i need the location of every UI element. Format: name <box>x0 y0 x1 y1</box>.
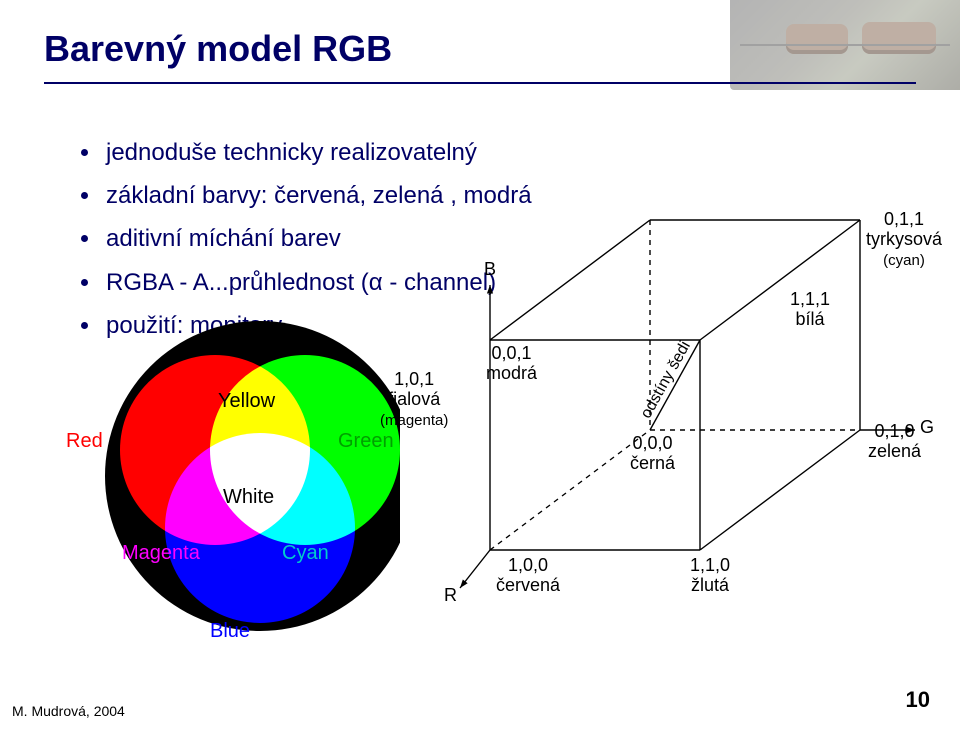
vertex-label-cyan: 0,1,1tyrkysová(cyan) <box>866 210 942 269</box>
venn-label-yellow: Yellow <box>218 390 275 413</box>
venn-label-white: White <box>223 486 274 509</box>
venn-label-cyan: Cyan <box>282 542 329 565</box>
page-title: Barevný model RGB <box>44 28 392 70</box>
vertex-label-green: 0,1,0zelená <box>868 422 921 462</box>
page-number: 10 <box>906 687 930 713</box>
axis-label-r: R <box>444 586 457 606</box>
svg-text:odstíny šedi: odstíny šedi <box>638 338 694 421</box>
footer-author: M. Mudrová, 2004 <box>12 703 125 719</box>
header-thumbnail <box>730 0 960 90</box>
title-rule <box>44 82 916 84</box>
bullet-list: jednoduše technicky realizovatelný zákla… <box>44 134 532 350</box>
vertex-label-magenta: 1,0,1fialová(magenta) <box>380 370 448 429</box>
venn-diagram: Red Green Blue Yellow White Magenta Cyan <box>60 320 400 640</box>
rgb-cube: odstíny šedi B G R 0,0,1modrá 0,1,1tyrky… <box>460 170 930 600</box>
venn-circle-blue <box>165 433 355 623</box>
vertex-label-blue: 0,0,1modrá <box>486 344 537 384</box>
venn-label-red: Red <box>66 430 103 453</box>
bullet: jednoduše technicky realizovatelný <box>102 134 532 171</box>
vertex-label-yellow: 1,1,0žlutá <box>690 556 730 596</box>
axis-label-g: G <box>920 418 934 438</box>
vertex-label-red: 1,0,0červená <box>496 556 560 596</box>
vertex-label-black: 0,0,0černá <box>630 434 675 474</box>
venn-label-green: Green <box>338 430 394 453</box>
venn-label-magenta: Magenta <box>122 542 200 565</box>
vertex-label-white: 1,1,1bílá <box>790 290 830 330</box>
axis-label-b: B <box>484 260 496 280</box>
venn-label-blue: Blue <box>210 620 250 643</box>
